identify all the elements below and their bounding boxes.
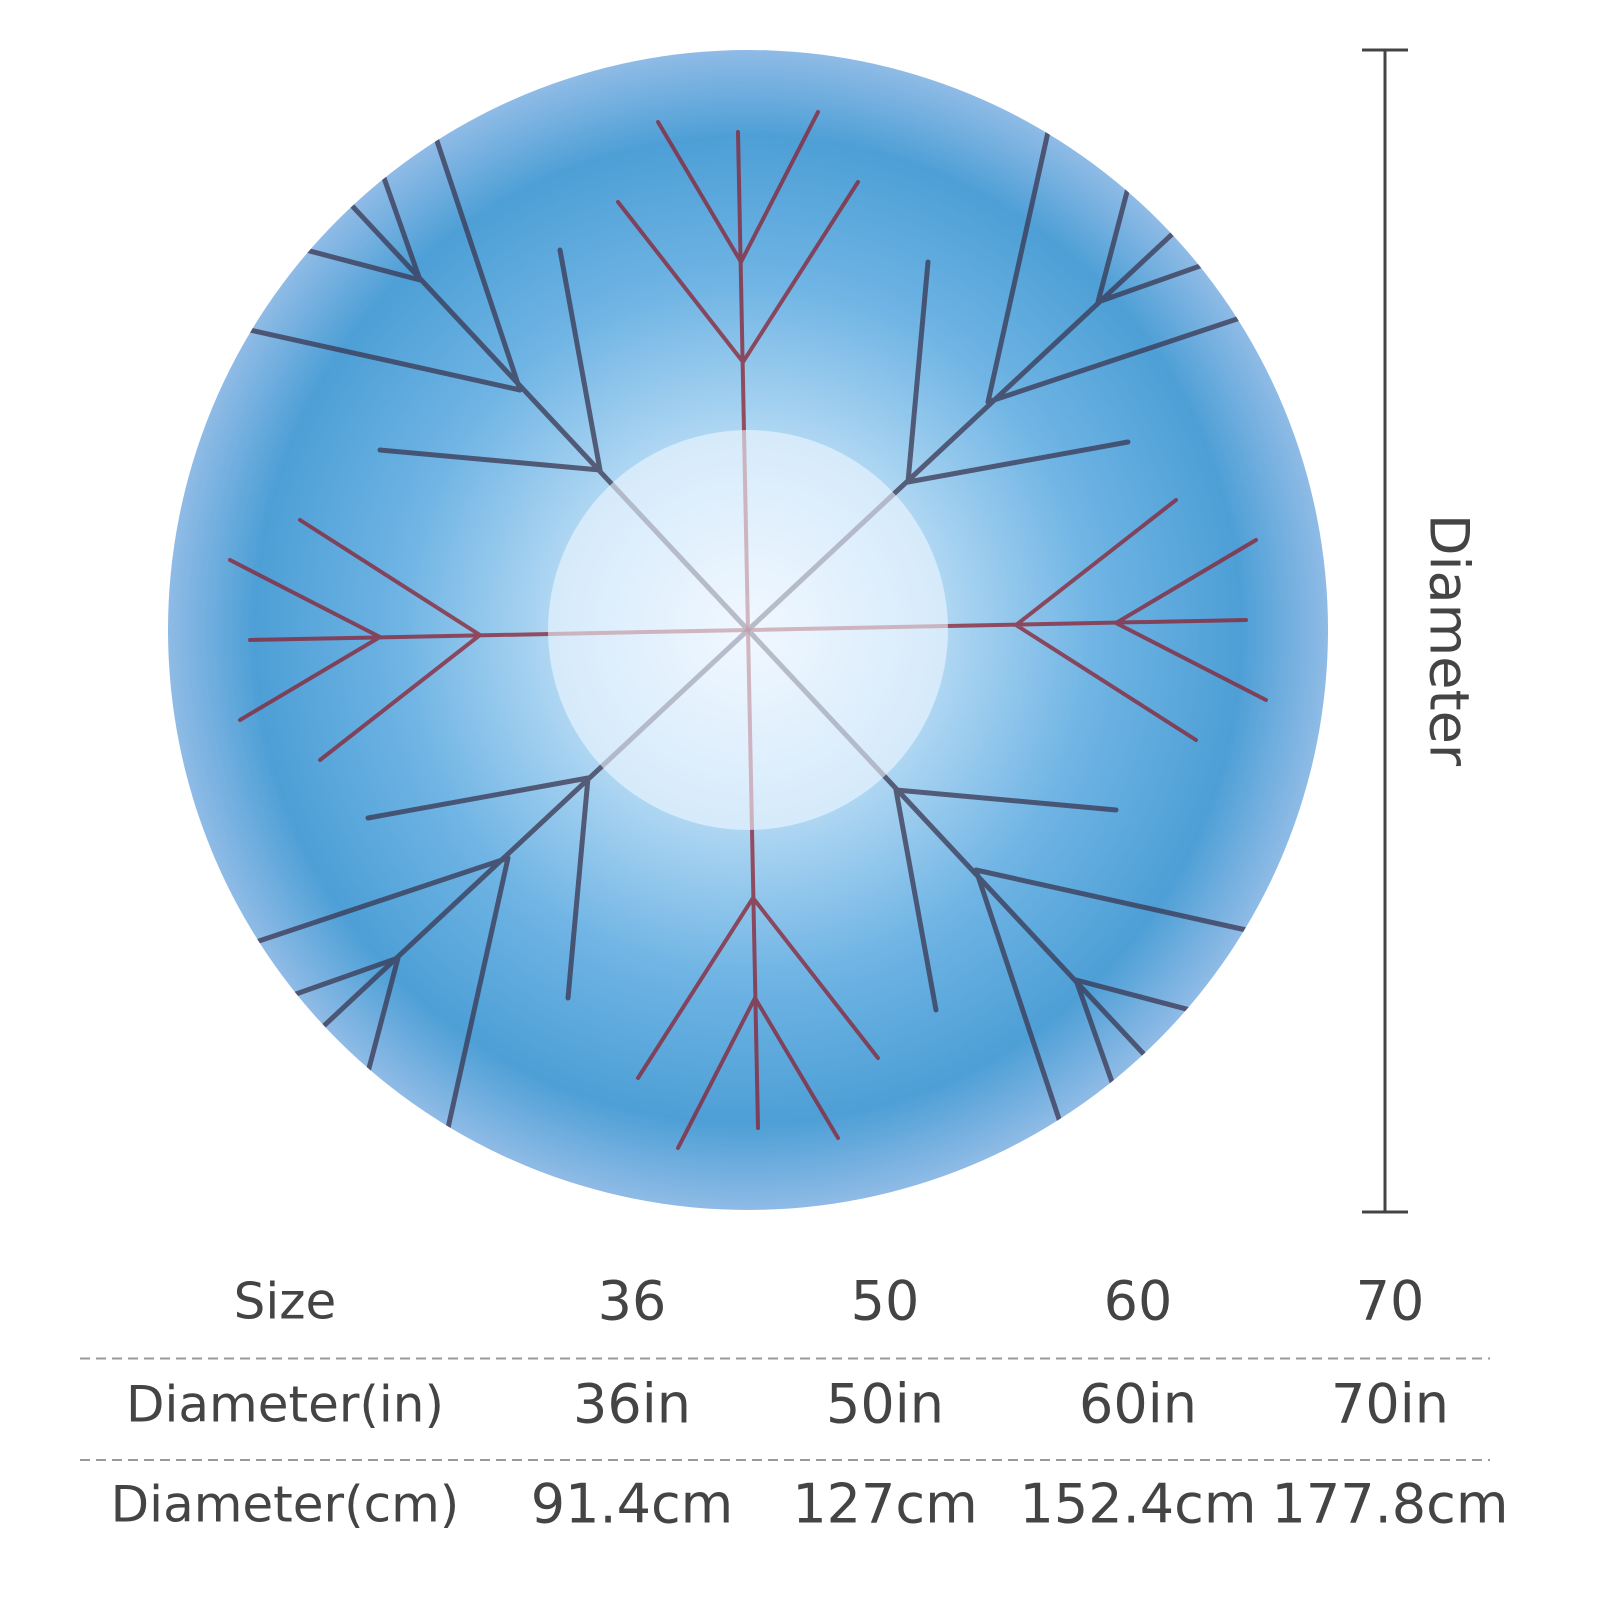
branch-pattern bbox=[228, 107, 1268, 1150]
table-cell: 91.4cm bbox=[531, 1473, 734, 1536]
table-cell: 70in bbox=[1331, 1373, 1449, 1436]
row-header: Diameter(cm) bbox=[111, 1476, 460, 1534]
diameter-label: Diameter bbox=[1417, 514, 1480, 767]
table-cell: 70 bbox=[1356, 1270, 1425, 1333]
table-cell: 60in bbox=[1079, 1373, 1197, 1436]
diameter-indicator: Diameter bbox=[1362, 48, 1480, 1214]
table-cell: 50in bbox=[826, 1373, 944, 1436]
size-table: Size 36 50 60 70 Diameter(in) 36in 50in 60in 70in… bbox=[80, 1270, 1508, 1536]
table-cell: 36 bbox=[598, 1270, 667, 1333]
table-cell: 36in bbox=[573, 1373, 691, 1436]
row-header: Diameter(in) bbox=[126, 1376, 444, 1434]
tablecloth bbox=[168, 50, 1328, 1210]
table-cell: 127cm bbox=[792, 1473, 977, 1536]
table-cell: 60 bbox=[1104, 1270, 1173, 1333]
table-cell: 50 bbox=[851, 1270, 920, 1333]
row-header: Size bbox=[234, 1273, 337, 1331]
table-cell: 177.8cm bbox=[1272, 1473, 1509, 1536]
table-cell: 152.4cm bbox=[1020, 1473, 1257, 1536]
